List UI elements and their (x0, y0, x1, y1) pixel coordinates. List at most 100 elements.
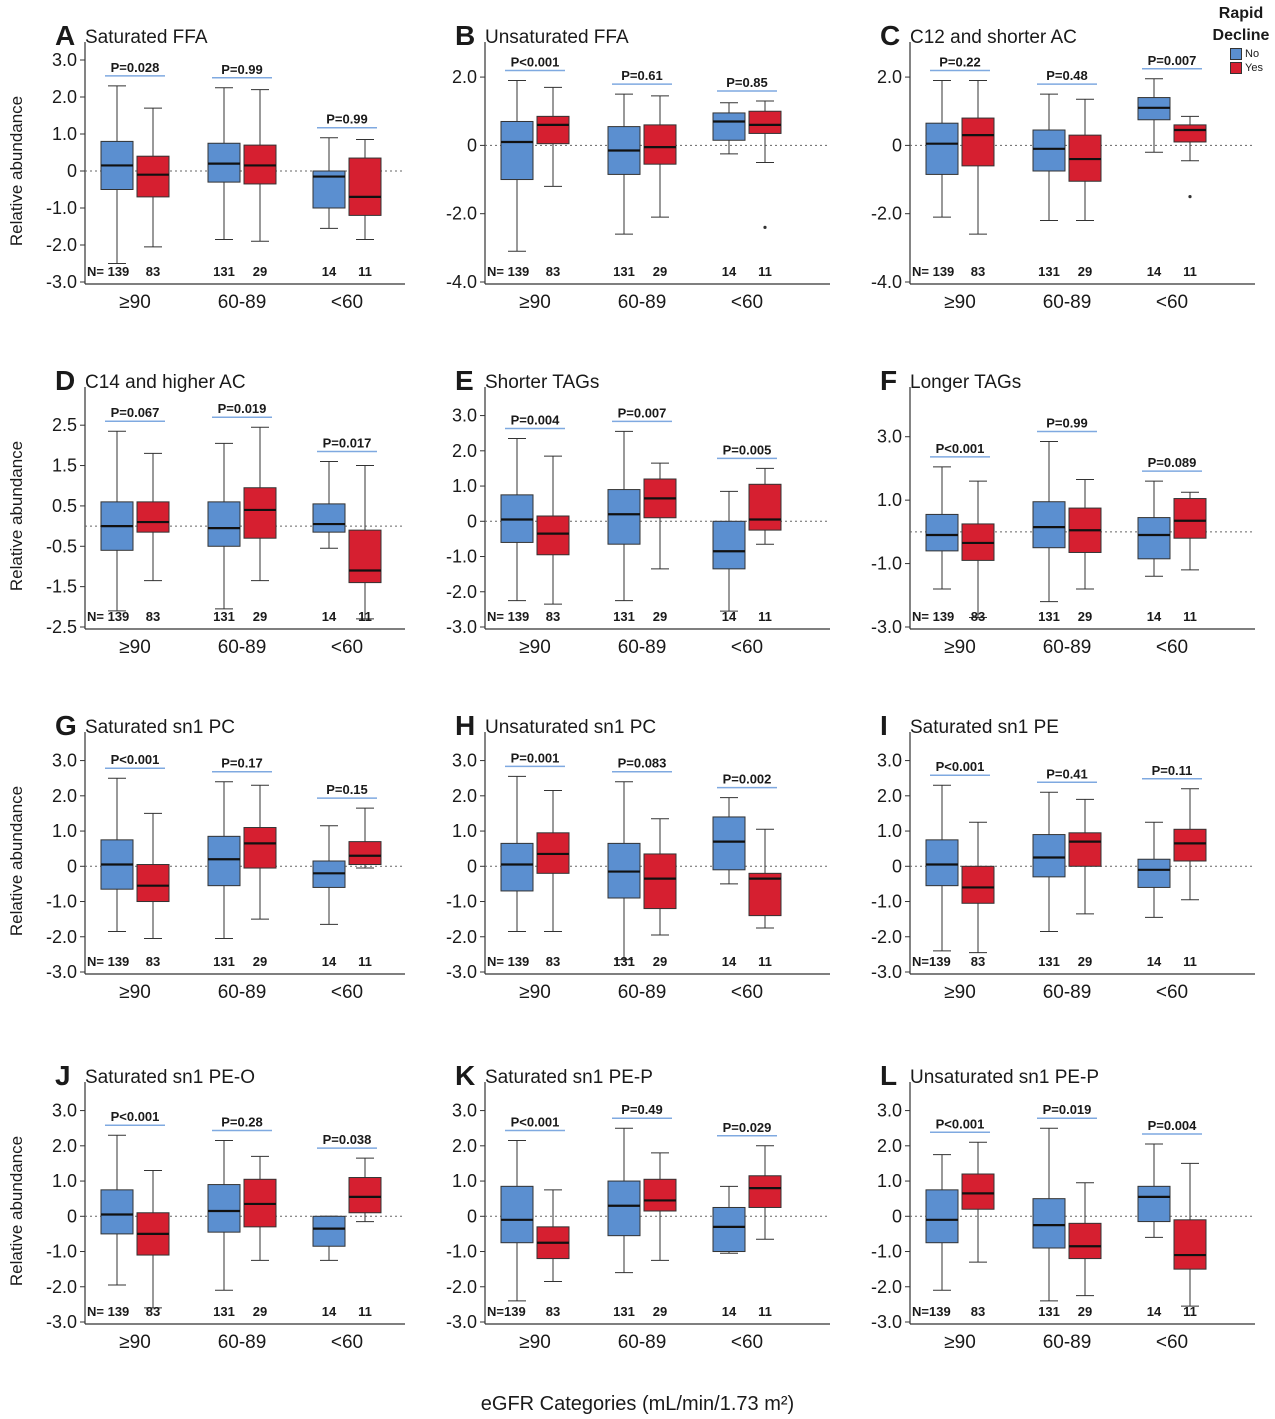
n-label: 29 (253, 609, 267, 624)
n-label: 11 (758, 1304, 772, 1319)
panel-g: G Saturated sn1 PC Relative abundance 3.0 2.… (7, 710, 405, 1003)
y-tick-label: 1.0 (877, 1171, 902, 1191)
x-category-label: ≥90 (119, 292, 151, 313)
box-yes (348, 1177, 382, 1214)
n-label: 29 (1078, 609, 1092, 624)
panel-d: D C14 and higher AC Relative abundance 2.5 1… (7, 365, 405, 658)
y-tick-label: -1.0 (46, 198, 77, 218)
pvalue-label: P<0.001 (111, 752, 160, 767)
n-label: 14 (1147, 609, 1162, 624)
panel-title: Unsaturated sn1 PE-P (910, 1067, 1099, 1088)
panel-title: Unsaturated FFA (485, 27, 629, 48)
box-yes (961, 1173, 995, 1210)
n-label: 11 (358, 264, 372, 279)
y-tick-label: -1.0 (871, 892, 902, 912)
y-tick-label: -0.5 (46, 536, 77, 556)
y-tick-label: -2.5 (46, 617, 77, 637)
panel-letter: J (55, 1060, 71, 1091)
pvalue-label: P=0.22 (939, 54, 981, 69)
pvalue-label: P=0.41 (1046, 766, 1088, 781)
legend-item-no: No (1230, 47, 1274, 61)
n-label: 83 (546, 609, 560, 624)
y-tick-label: 2.0 (452, 1136, 477, 1156)
y-axis-label: Relative abundance (7, 786, 26, 936)
box-no (925, 122, 959, 175)
x-category-label: 60-89 (618, 982, 667, 1003)
x-category-label: 60-89 (218, 982, 267, 1003)
x-category-label: <60 (331, 1332, 363, 1353)
panel-title: Saturated sn1 PE-O (85, 1067, 255, 1088)
box-yes (1173, 1219, 1207, 1270)
pvalue-label: P=0.083 (618, 756, 667, 771)
pvalue-label: P=0.028 (111, 60, 160, 75)
x-category-label: ≥90 (944, 982, 976, 1003)
y-axis-label: Relative abundance (7, 441, 26, 591)
box-no (207, 835, 241, 887)
y-tick-label: -1.0 (446, 892, 477, 912)
box-yes (748, 1175, 782, 1208)
box-no (1032, 834, 1066, 878)
panel-title: Saturated sn1 PE-P (485, 1067, 653, 1088)
y-tick-label: 2.0 (52, 1136, 77, 1156)
x-category-label: 60-89 (618, 292, 667, 313)
y-tick-label: -2.0 (46, 1277, 77, 1297)
n-label: N=139 (912, 1304, 951, 1319)
box-yes (136, 155, 170, 198)
n-label: 29 (253, 1304, 267, 1319)
x-category-label: 60-89 (1043, 1332, 1092, 1353)
legend-label-yes: Yes (1245, 62, 1263, 74)
x-category-label: 60-89 (1043, 982, 1092, 1003)
n-label: 131 (213, 1304, 235, 1319)
n-label: 131 (213, 609, 235, 624)
legend-title-line2: Decline (1212, 27, 1270, 44)
outlier-point (1188, 195, 1192, 199)
panel-title: C12 and shorter AC (910, 27, 1077, 48)
n-label: 14 (722, 954, 737, 969)
box-yes (1173, 498, 1207, 539)
box-yes (1173, 828, 1207, 862)
y-tick-label: -3.0 (46, 1312, 77, 1332)
y-tick-label: 0 (467, 1206, 477, 1226)
n-label: 29 (1078, 264, 1092, 279)
panel-l: L Unsaturated sn1 PE-P 3.0 2.0 1.0 0 -1.0 -2.0 -… (871, 1060, 1255, 1353)
n-label: 83 (971, 954, 985, 969)
n-label: 11 (1183, 609, 1197, 624)
x-category-label: ≥90 (119, 1332, 151, 1353)
box-no (1137, 517, 1171, 560)
n-label: 131 (1038, 1304, 1060, 1319)
y-tick-label: -3.0 (446, 617, 477, 637)
pvalue-label: P=0.019 (1043, 1102, 1092, 1117)
y-tick-label: 2.0 (877, 67, 902, 87)
n-label: 29 (653, 954, 667, 969)
pvalue-label: P=0.005 (723, 442, 772, 457)
box-no (207, 1184, 241, 1233)
box-yes (136, 864, 170, 903)
x-category-label: ≥90 (944, 292, 976, 313)
box-no (712, 112, 746, 141)
panel-title: Saturated sn1 PE (910, 717, 1059, 738)
y-tick-label: 1.0 (452, 476, 477, 496)
pvalue-label: P=0.11 (1152, 763, 1193, 778)
x-category-label: 60-89 (218, 1332, 267, 1353)
panel-j: J Saturated sn1 PE-O Relative abundance 3.0… (7, 1060, 405, 1353)
box-no (712, 520, 746, 570)
n-label: 11 (1183, 954, 1197, 969)
y-tick-label: -1.0 (446, 547, 477, 567)
n-label: 131 (1038, 609, 1060, 624)
box-yes (348, 157, 382, 216)
legend-label-no: No (1245, 48, 1260, 60)
pvalue-label: P=0.49 (621, 1102, 663, 1117)
n-label: 29 (653, 1304, 667, 1319)
x-category-label: 60-89 (1043, 637, 1092, 658)
n-label: 11 (358, 609, 372, 624)
n-label: 83 (146, 954, 160, 969)
outlier-point (763, 225, 767, 229)
n-label: 131 (613, 264, 635, 279)
y-tick-label: -1.0 (871, 554, 902, 574)
y-tick-label: 1.0 (52, 821, 77, 841)
n-label: 131 (1038, 264, 1060, 279)
y-tick-label: 1.5 (52, 456, 77, 476)
box-yes (243, 827, 277, 869)
pvalue-label: P=0.001 (511, 750, 560, 765)
n-label: 83 (546, 954, 560, 969)
